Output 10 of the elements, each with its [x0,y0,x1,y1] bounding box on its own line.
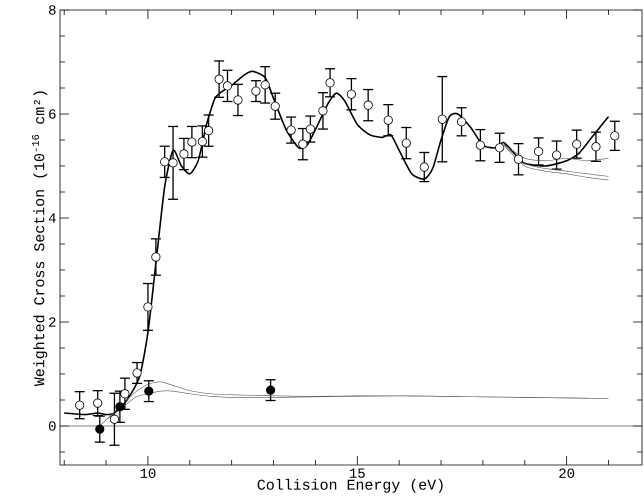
x-tick-label: 15 [350,468,365,478]
y-tick-label: 8 [49,5,56,15]
y-tick-label: 0 [48,421,56,431]
y-axis-title: Weighted Cross Section (10$^{-16}$ cm²) [32,91,48,386]
x-tick-label: 20 [559,468,574,478]
y-tick-label: 2 [49,317,56,327]
x-axis-title: Collision Energy (eV) [258,478,443,493]
x-tick-label: 10 [140,468,156,478]
y-tick-label: 4 [48,213,56,223]
y-tick-label: 6 [49,109,56,119]
